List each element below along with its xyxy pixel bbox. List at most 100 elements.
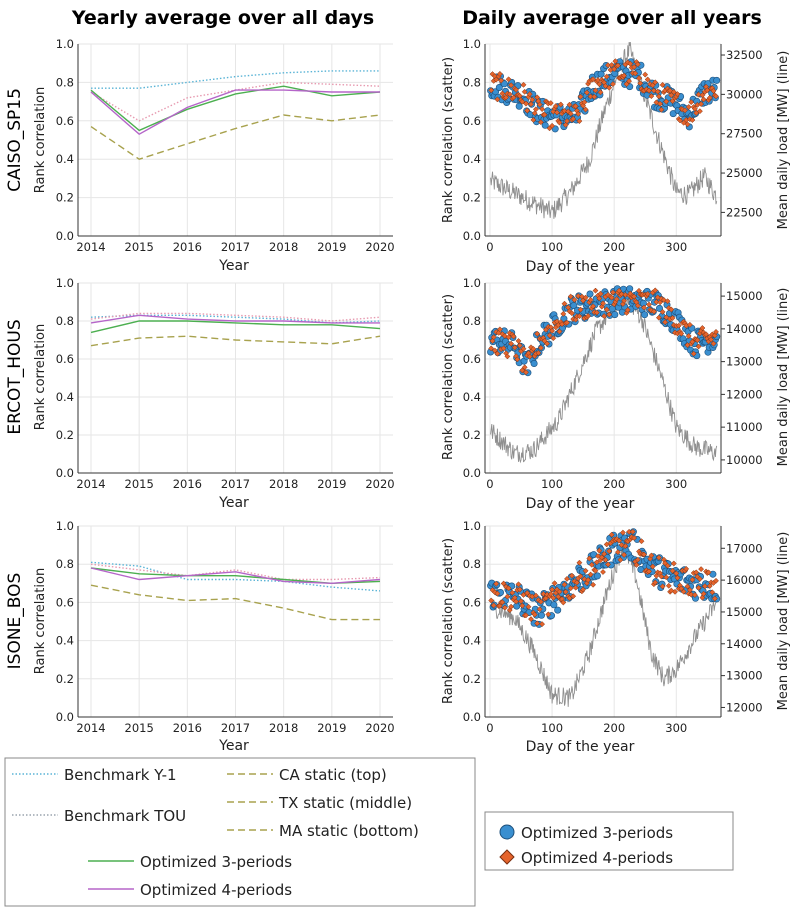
y-tick-label: 0.4 [56,634,74,648]
scatter-point-4p [509,589,516,596]
scatter-point-4p [568,572,575,579]
scatter-point-4p [508,603,515,610]
scatter-point-4p [537,344,544,351]
scatter-point-4p [514,356,521,363]
scatter-point-4p [567,110,574,117]
scatter-point-4p [596,295,603,302]
scatter-point-4p [678,330,685,337]
scatter-point-3p [551,125,559,133]
scatter-point-4p [560,599,567,606]
scatter-point-3p [537,611,545,619]
scatter-point-4p [561,581,568,588]
x-tick-label: 2019 [317,240,346,254]
y-tick-label: 0.2 [463,191,481,205]
scatter-point-4p [498,77,505,84]
scatter-point-4p [550,594,557,601]
scatter-point-4p [710,340,717,347]
y-tick-label: 0.4 [463,390,481,404]
scatter-point-4p [631,535,638,541]
x-tick-label: 2015 [125,240,154,254]
series-line [90,114,381,160]
scatter-point-4p [633,561,640,568]
x-tick-label: 100 [541,721,563,735]
scatter-point-4p [664,298,671,305]
y-tick-label: 0.2 [56,672,74,686]
scatter-point-4p [624,307,631,313]
y2-tick-label: 25000 [726,166,763,180]
scatter-point-4p [510,94,517,101]
scatter-point-4p [536,606,543,613]
scatter-point-4p [556,119,563,126]
scatter-point-4p [642,71,649,78]
scatter-point-4p [663,98,670,105]
scatter-point-4p [499,331,506,338]
scatter-point-4p [586,555,593,562]
y2-tick-label: 27500 [726,127,763,141]
scatter-point-4p [700,590,707,597]
scatter-point-4p [614,549,621,556]
y2-tick-label: 22500 [726,205,763,219]
scatter-point-4p [495,329,502,336]
scatter-point-4p [668,306,675,313]
scatter-point-4p [621,297,628,304]
scatter-point-4p [500,580,507,587]
scatter-point-4p [549,122,556,129]
scatter-point-4p [540,591,547,597]
scatter-point-3p [515,102,523,110]
scatter-point-4p [537,598,544,605]
scatter-point-4p [677,117,683,124]
x-tick-label: 2020 [365,721,394,735]
scatter-point-4p [602,83,609,89]
legend-label: MA static (bottom) [279,822,419,840]
scatter-point-4p [701,583,708,590]
scatter-point-4p [704,87,711,94]
scatter-point-4p [531,611,538,618]
scatter-point-4p [612,58,619,65]
scatter-point-4p [536,101,543,108]
scatter-point-4p [617,556,624,563]
scatter-point-4p [590,581,597,588]
scatter-point-4p [708,336,715,343]
scatter-point-4p [496,70,503,77]
scatter-point-4p [566,308,573,315]
scatter-point-4p [496,326,503,333]
scatter-point-4p [622,543,629,550]
left-column-title: Yearly average over all days [71,7,374,29]
scatter-point-4p [557,101,564,108]
scatter-point-4p [684,583,691,590]
scatter-point-4p [601,313,608,320]
scatter-point-4p [600,569,606,575]
scatter-point-4p [532,106,539,113]
series-line [90,85,381,132]
scatter-point-4p [491,347,498,354]
y-tick-label: 0.0 [56,229,74,243]
scatter-point-4p [554,109,560,116]
scatter-point-4p [494,96,501,103]
scatter-point-4p [694,337,701,344]
scatter-point-4p [663,314,670,321]
scatter-point-4p [575,293,582,299]
ercot-daily-panel: Rank correlation (scatter) Mean daily lo… [441,276,791,512]
scatter-point-4p [561,300,568,307]
scatter-point-4p [713,93,719,100]
scatter-point-4p [523,612,529,619]
y2-tick-label: 30000 [726,87,763,101]
scatter-point-4p [556,328,563,335]
y2-tick-label: 13000 [726,669,763,683]
scatter-point-4p [516,342,523,349]
scatter-point-4p [673,570,680,577]
load-line [490,542,717,707]
scatter-point-4p [547,591,554,597]
y-tick-label: 0.6 [463,114,481,128]
y2-tick-label: 11000 [726,420,763,434]
scatter-point-4p [596,81,603,88]
scatter-point-4p [598,303,605,310]
scatter-point-4p [678,585,685,592]
y2-tick-label: 13000 [726,355,763,369]
scatter-point-4p [622,291,629,298]
y2-tick-label: 12000 [726,700,763,714]
y-tick-label: 0.0 [463,229,481,243]
scatter-point-4p [713,577,719,584]
scatter-point-4p [655,554,662,561]
scatter-point-4p [711,595,718,602]
